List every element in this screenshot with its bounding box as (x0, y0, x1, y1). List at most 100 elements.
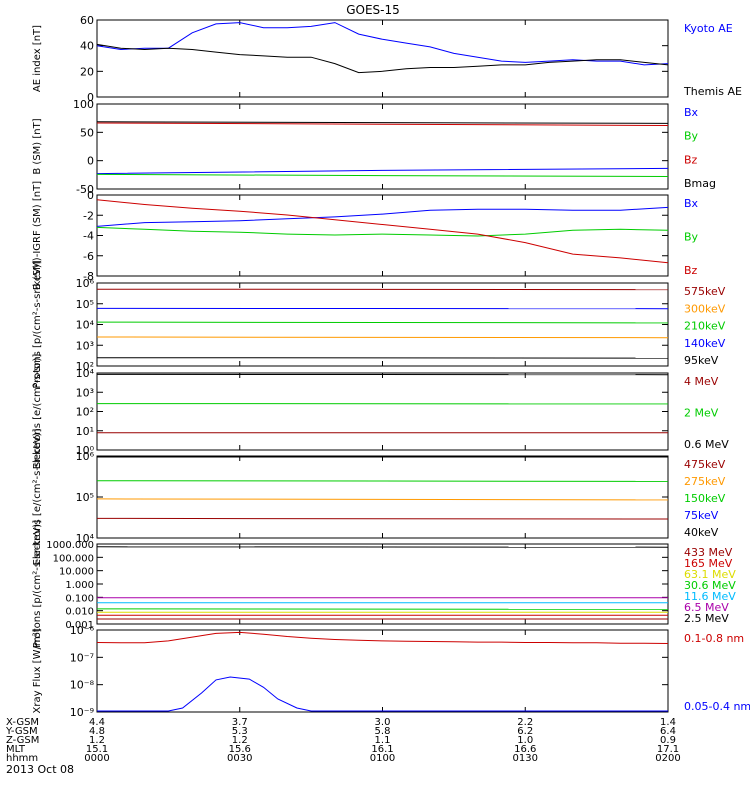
y-tick-label: 10⁻⁹ (70, 706, 94, 719)
y-tick-label: -50 (76, 183, 94, 196)
legend-entry: 6.5 MeV (684, 601, 729, 614)
legend-entry: 63.1 MeV (684, 568, 736, 581)
series-line (96, 206, 669, 227)
y-tick-label: 10⁵ (76, 491, 94, 504)
x-axis-row-label: MLT (6, 744, 26, 755)
y-axis-label: Electrons [e/(cm²-s-sr)] (32, 354, 43, 470)
y-tick-label: 10⁶ (76, 450, 95, 463)
x-axis-value: 3.0 (375, 717, 391, 728)
legend-entry: 0.1-0.8 nm (684, 632, 744, 645)
legend-entry: 75keV (684, 509, 719, 522)
panel-4: 10² 10³ 10⁴ 10⁵ 10⁶ Protons [p/(cm²-s-sr-keV)… (32, 260, 726, 388)
y-tick-label: 40 (80, 40, 94, 53)
y-tick-label: 60 (80, 14, 94, 27)
x-axis-value: 2.2 (517, 717, 533, 728)
y-tick-label: 1.000 (65, 580, 94, 591)
y-tick-label: 100 (73, 98, 94, 111)
x-axis-value: 0.9 (660, 735, 676, 746)
panel-frame (96, 455, 669, 539)
y-tick-label: -8 (83, 270, 94, 283)
x-axis-value: 1.0 (517, 735, 533, 746)
legend-entry: 210keV (684, 320, 726, 333)
series-line (96, 22, 669, 66)
series-line (96, 122, 669, 126)
panel-6: 10⁴ 10⁵ 10⁶ Electrons [e/(cm²-s-sr-keV)] 475… (32, 428, 726, 565)
x-axis-value: 0130 (513, 753, 538, 764)
panel-frame (96, 629, 669, 713)
legend-entry: Bx (684, 197, 699, 210)
legend-entry: Themis AE (683, 85, 742, 98)
y-tick-label: 10⁶ (76, 277, 95, 290)
legend-entry: Bz (684, 153, 698, 166)
legend-entry: By (684, 130, 699, 143)
y-tick-label: 0 (87, 91, 94, 104)
legend-entry: Kyoto AE (684, 22, 733, 35)
legend-entry: 575keV (684, 285, 726, 298)
y-tick-label: 0 (87, 155, 94, 168)
series-line (96, 631, 669, 644)
legend-entry: 165 MeV (684, 557, 733, 570)
series-line (97, 676, 668, 712)
y-tick-label: -2 (83, 209, 94, 222)
panel-1: 0 20 40 60 AE index [nT] Kyoto AE Themis AE (32, 14, 742, 104)
y-tick-label: 100.000 (53, 553, 94, 564)
x-axis-row-label: hhmm (6, 753, 38, 764)
legend-entry: Bmag (684, 177, 716, 190)
legend-entry: 150keV (684, 492, 726, 505)
plot-date: 2013 Oct 08 (6, 763, 74, 776)
series-line (96, 336, 669, 339)
x-axis-value: 0000 (84, 753, 109, 764)
x-axis-value: 17.1 (657, 744, 679, 755)
x-axis-value: 1.4 (660, 717, 676, 728)
y-tick-label: -4 (83, 230, 94, 243)
series-line (96, 43, 669, 74)
x-axis-row-label: Y-GSM (5, 726, 38, 737)
x-axis-value: 3.7 (232, 717, 248, 728)
y-tick-label: 0 (87, 189, 94, 202)
y-tick-label: 10³ (76, 339, 94, 352)
y-tick-label: 0.001 (65, 620, 94, 631)
legend-entry: 30.6 MeV (684, 579, 736, 592)
y-axis-label: Xray Flux [W/m²] (32, 628, 43, 713)
x-axis-value: 0030 (227, 753, 252, 764)
legend-entry: 0.6 MeV (684, 438, 729, 451)
series-line (96, 480, 669, 482)
y-tick-label: 10⁻⁸ (70, 679, 95, 692)
legend-entry: 140keV (684, 337, 726, 350)
y-tick-label: 10⁴ (76, 367, 95, 380)
series-line (96, 199, 669, 264)
y-tick-label: 0.010 (65, 607, 94, 618)
x-axis-value: 4.4 (89, 717, 105, 728)
legend-entry: 300keV (684, 302, 726, 315)
legend-entry: By (684, 231, 699, 244)
y-tick-label: 50 (80, 126, 94, 139)
panel-frame (96, 19, 669, 98)
legend-entry: Bz (684, 264, 698, 277)
legend-entry: Bx (684, 106, 699, 119)
x-axis-value: 6.4 (660, 726, 676, 737)
series-line (96, 498, 669, 501)
y-tick-label: 0.100 (65, 593, 94, 604)
x-axis-row-label: Z-GSM (6, 735, 39, 746)
x-axis-value: 1.1 (375, 735, 391, 746)
series-line (96, 173, 669, 177)
legend-entry: 4 MeV (684, 375, 719, 388)
y-tick-label: 1000.000 (46, 540, 94, 551)
panel-2: -50 0 50 100 B (SM) [nT] Bx By Bz Bmag (32, 98, 716, 196)
plot-title: GOES-15 (346, 3, 400, 17)
x-axis-table: X-GSM 4.4 3.7 3.0 2.2 1.4 Y-GSM 4.8 5.3 5.8 6.2 6.4… (5, 717, 681, 764)
x-axis-value: 5.3 (232, 726, 248, 737)
x-axis-value: 1.2 (232, 735, 248, 746)
x-axis-row-label: X-GSM (6, 717, 39, 728)
series-line (96, 226, 669, 237)
y-axis-label: Protons [p/(cm²-s-sr-keV)] (32, 520, 43, 648)
x-axis-value: 5.8 (375, 726, 391, 737)
series-line (96, 167, 669, 175)
panel-frame (96, 372, 669, 451)
x-axis-value: 4.8 (89, 726, 105, 737)
legend-entry: 11.6 MeV (684, 590, 736, 603)
y-tick-label: 10.000 (59, 567, 94, 578)
legend-entry: 2 MeV (684, 407, 719, 420)
